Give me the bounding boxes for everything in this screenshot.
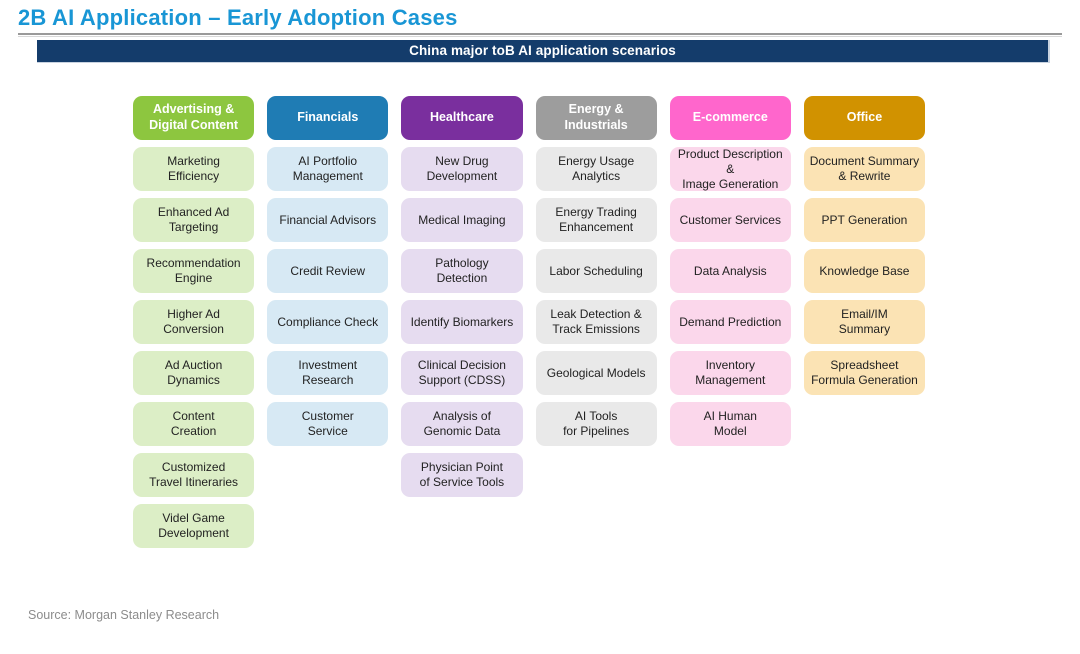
scenario-cell: Physician Point of Service Tools [401,453,523,497]
category-column-financials: Financials AI Portfolio Management Financi… [267,96,389,548]
scenario-cell: Financial Advisors [267,198,389,242]
column-header-advertising-digital-content: Advertising & Digital Content [133,96,255,140]
scenario-cell: Product Description & Image Generation [669,147,791,191]
scenario-cell: Content Creation [133,402,255,446]
scenario-cell: Ad Auction Dynamics [133,351,255,395]
scenario-cell: Spreadsheet Formula Generation [803,351,926,395]
scenario-cell: Investment Research [267,351,389,395]
scenario-cell: Customer Services [669,198,791,242]
scenario-cell: Analysis of Genomic Data [401,402,523,446]
scenario-cell: AI Tools for Pipelines [535,402,657,446]
scenario-cell: Higher Ad Conversion [133,300,255,344]
scenario-cell: Inventory Management [669,351,791,395]
scenario-cell: Customized Travel Itineraries [133,453,255,497]
column-header-energy-industrials: Energy & Industrials [535,96,657,140]
scenario-cell: Marketing Efficiency [133,147,255,191]
scenario-cell: AI Human Model [669,402,791,446]
scenario-cell: Videl Game Development [133,504,255,548]
scenario-cell: AI Portfolio Management [267,147,389,191]
scenario-cell: Identify Biomarkers [401,300,523,344]
scenario-cell: Pathology Detection [401,249,523,293]
scenario-cell: Email/IM Summary [803,300,926,344]
category-column-e-commerce: E-commerce Product Description & Image Ge… [669,96,791,548]
scenario-cell: Recommendation Engine [133,249,255,293]
scenario-cell: New Drug Development [401,147,523,191]
column-header-e-commerce: E-commerce [669,96,791,140]
scenario-cell: Medical Imaging [401,198,523,242]
category-column-energy-industrials: Energy & Industrials Energy Usage Analyti… [535,96,657,548]
scenario-cell: Energy Usage Analytics [535,147,657,191]
column-header-office: Office [803,96,926,140]
category-column-advertising-digital-content: Advertising & Digital Content Marketing E… [133,96,255,548]
scenario-cell: PPT Generation [803,198,926,242]
scenario-cell: Leak Detection & Track Emissions [535,300,657,344]
scenario-cell: Credit Review [267,249,389,293]
scenario-cell: Demand Prediction [669,300,791,344]
scenario-cell: Enhanced Ad Targeting [133,198,255,242]
scenario-cell: Clinical Decision Support (CDSS) [401,351,523,395]
scenario-cell: Customer Service [267,402,389,446]
scenario-cell: Compliance Check [267,300,389,344]
section-banner: China major toB AI application scenarios [37,40,1050,63]
scenario-cell: Energy Trading Enhancement [535,198,657,242]
category-column-healthcare: Healthcare New Drug Development Medical Im… [401,96,523,548]
scenario-cell: Data Analysis [669,249,791,293]
source-note: Source: Morgan Stanley Research [28,608,220,622]
scenario-grid: Advertising & Digital Content Marketing E… [133,96,926,548]
column-header-financials: Financials [267,96,389,140]
column-header-healthcare: Healthcare [401,96,523,140]
page-title: 2B AI Application – Early Adoption Cases [18,5,458,30]
title-rule [18,33,1062,37]
scenario-cell: Labor Scheduling [535,249,657,293]
category-column-office: Office Document Summary & Rewrite PPT Gene… [803,96,926,548]
scenario-cell: Geological Models [535,351,657,395]
scenario-cell: Document Summary & Rewrite [803,147,926,191]
scenario-cell: Knowledge Base [803,249,926,293]
